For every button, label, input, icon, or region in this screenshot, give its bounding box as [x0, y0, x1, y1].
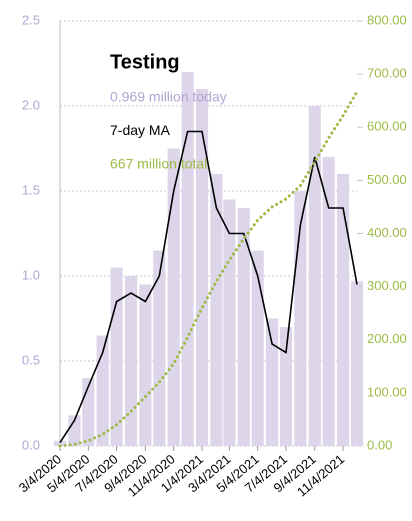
chart-title: Testing	[110, 51, 180, 73]
series-line	[59, 130, 358, 444]
legend-label: 667 million total	[110, 156, 207, 172]
bar	[124, 276, 138, 446]
legend-label: 0.969 million today	[110, 89, 227, 105]
y2-tick-label: 600.00	[367, 119, 407, 134]
bar	[139, 284, 152, 446]
bar	[167, 148, 180, 446]
bar	[223, 199, 236, 446]
series-line	[58, 90, 359, 448]
bar	[279, 327, 293, 446]
y2-tick-label: 0.00	[367, 437, 392, 452]
legend-label: 7-day MA	[110, 122, 171, 138]
y-tick-label: 1.0	[22, 267, 40, 282]
y-tick-label: 2.0	[22, 97, 40, 112]
bar	[195, 89, 209, 446]
bar	[110, 267, 123, 446]
y2-tick-label: 400.00	[367, 225, 407, 240]
bar	[210, 174, 223, 446]
y2-tick-label: 200.00	[367, 331, 407, 346]
bar	[337, 174, 350, 446]
bar	[308, 106, 321, 446]
bar	[68, 415, 81, 446]
bar	[53, 440, 67, 446]
bar	[153, 250, 166, 446]
bar	[350, 281, 364, 446]
bar	[237, 208, 250, 446]
bar	[266, 318, 279, 446]
bar	[251, 250, 264, 446]
bar	[96, 335, 109, 446]
bar	[181, 72, 194, 446]
y-tick-label: 0.0	[22, 437, 40, 452]
y2-tick-label: 800.00	[367, 12, 407, 27]
y2-tick-label: 700.00	[367, 66, 407, 81]
y-tick-label: 0.5	[22, 352, 40, 367]
y-tick-label: 1.5	[22, 182, 40, 197]
bar	[322, 157, 335, 446]
y-tick-label: 2.5	[22, 12, 40, 27]
y2-tick-label: 300.00	[367, 278, 407, 293]
y2-tick-label: 500.00	[367, 172, 407, 187]
y2-tick-label: 100.00	[367, 384, 407, 399]
